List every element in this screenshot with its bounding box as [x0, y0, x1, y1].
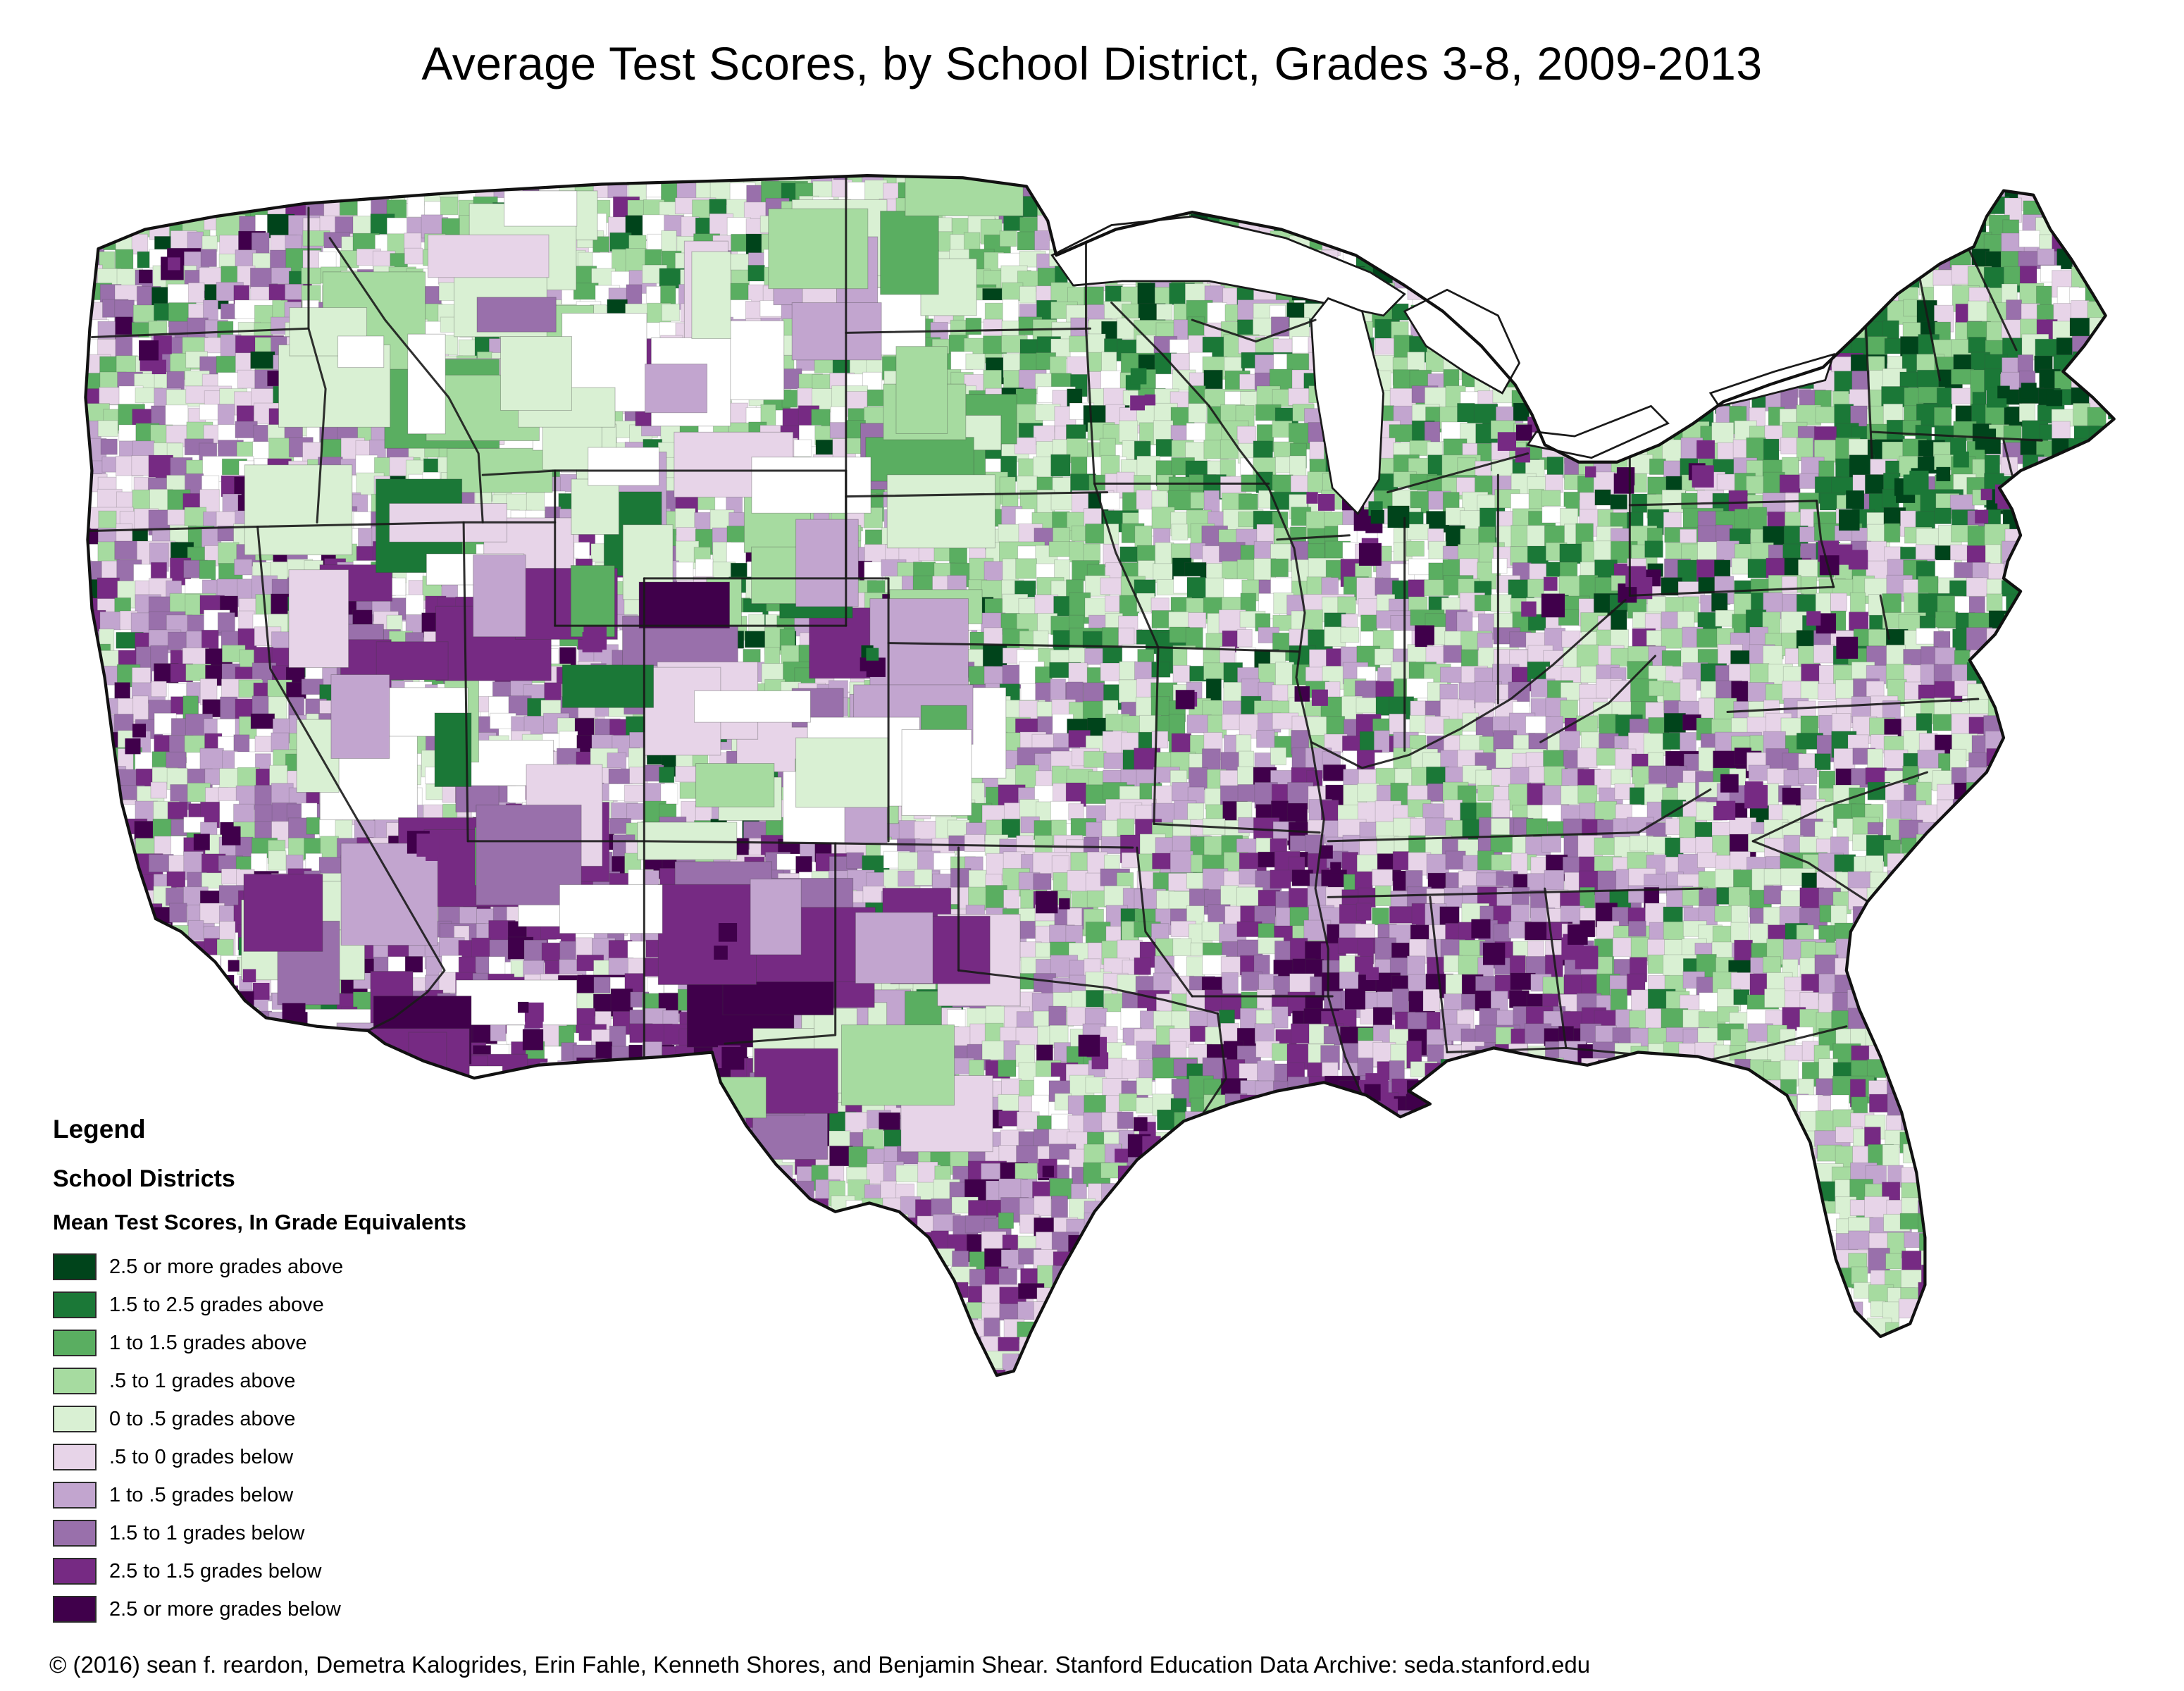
legend: Legend School Districts Mean Test Scores… [53, 1115, 466, 1628]
legend-item: 1 to .5 grades below [53, 1476, 466, 1514]
legend-swatch [53, 1253, 97, 1280]
legend-swatch [53, 1292, 97, 1318]
legend-subheading: School Districts [53, 1165, 235, 1192]
legend-scale-title: Mean Test Scores, In Grade Equivalents [53, 1210, 466, 1234]
legend-item: .5 to 0 grades below [53, 1438, 466, 1476]
us-school-districts-map [84, 174, 2116, 1377]
great-lakes [1050, 215, 1835, 516]
legend-swatch [53, 1444, 97, 1470]
legend-item: 2.5 or more grades above [53, 1248, 466, 1286]
map-title: Average Test Scores, by School District,… [421, 37, 1763, 89]
legend-item-label: .5 to 1 grades above [109, 1369, 296, 1392]
legend-swatch [53, 1406, 97, 1432]
legend-item: 1.5 to 2.5 grades above [53, 1286, 466, 1324]
us-outline [84, 174, 2116, 1377]
legend-item-label: 1 to 1.5 grades above [109, 1331, 307, 1354]
legend-item: 0 to .5 grades above [53, 1400, 466, 1438]
legend-item: 2.5 to 1.5 grades below [53, 1552, 466, 1590]
legend-item-label: 1.5 to 2.5 grades above [109, 1293, 324, 1316]
legend-item-label: 2.5 to 1.5 grades below [109, 1559, 322, 1582]
legend-heading: Legend [53, 1115, 146, 1144]
legend-swatch [53, 1482, 97, 1509]
legend-item-label: 2.5 or more grades below [109, 1597, 341, 1621]
legend-item-label: 0 to .5 grades above [109, 1407, 296, 1430]
legend-item: 1 to 1.5 grades above [53, 1324, 466, 1362]
legend-items: 2.5 or more grades above 1.5 to 2.5 grade… [53, 1248, 466, 1628]
legend-item-label: 1 to .5 grades below [109, 1483, 294, 1506]
legend-swatch [53, 1520, 97, 1547]
legend-swatch [53, 1330, 97, 1356]
legend-item: 1.5 to 1 grades below [53, 1514, 466, 1552]
state-boundaries [86, 176, 2043, 1118]
legend-item-label: .5 to 0 grades below [109, 1445, 294, 1468]
lake-erie [1526, 404, 1670, 459]
lake-superior [1050, 215, 1406, 317]
legend-swatch [53, 1558, 97, 1585]
legend-item-label: 1.5 to 1 grades below [109, 1521, 305, 1544]
legend-item: .5 to 1 grades above [53, 1362, 466, 1400]
legend-item: 2.5 or more grades below [53, 1590, 466, 1628]
legend-item-label: 2.5 or more grades above [109, 1255, 344, 1278]
legend-swatch [53, 1596, 97, 1623]
copyright-footer: © (2016) sean f. reardon, Demetra Kalogr… [49, 1652, 1591, 1678]
legend-swatch [53, 1368, 97, 1394]
lake-michigan [1310, 297, 1384, 516]
